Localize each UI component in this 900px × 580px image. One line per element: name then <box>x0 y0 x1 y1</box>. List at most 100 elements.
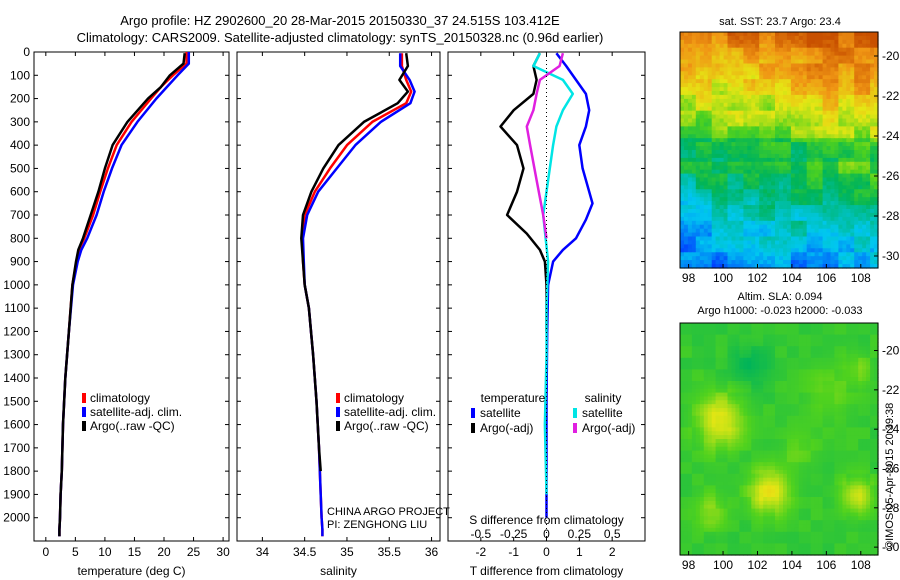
sst-map-cell <box>838 169 843 175</box>
sst-map-cell <box>870 197 875 202</box>
sst-map-cell <box>751 197 756 202</box>
sst-map-cell <box>703 110 709 116</box>
sla-map-cell <box>862 431 867 436</box>
sst-map-cell <box>814 39 820 45</box>
sla-map-cell <box>830 400 836 405</box>
sst-map-cell <box>747 51 752 57</box>
sla-map-cell <box>822 450 828 456</box>
sst-map-cell <box>822 130 828 135</box>
sst-map-cell <box>755 201 760 206</box>
sst-map-cell <box>731 157 737 163</box>
sst-map-cell <box>858 110 863 116</box>
sst-map-cell <box>786 79 792 84</box>
sst-map-cell <box>684 114 689 120</box>
sst-map-cell <box>715 193 721 198</box>
sst-map-cell <box>802 161 808 167</box>
sst-map-cell <box>850 216 855 222</box>
sla-map-cell <box>711 408 717 413</box>
sst-map-cell <box>763 205 768 210</box>
sst-map-cell <box>783 169 788 175</box>
sla-map-cell <box>691 435 697 440</box>
sla-map-cell <box>731 439 737 444</box>
sla-map-cell <box>866 400 871 405</box>
sla-map-cell <box>763 338 768 343</box>
sla-map-cell <box>822 334 828 340</box>
sst-map-cell <box>739 102 744 108</box>
sst-map-cell <box>854 63 859 68</box>
sst-map-cell <box>767 146 772 151</box>
sst-map-cell <box>707 47 713 53</box>
sst-map-cell <box>798 236 804 241</box>
sla-map-cell <box>810 381 816 386</box>
sla-map-cell <box>858 411 863 417</box>
sst-map-cell <box>806 216 812 222</box>
sla-map-cell <box>684 323 689 328</box>
sla-map-cell <box>830 442 836 448</box>
sst-map-cell <box>783 161 788 167</box>
sst-map-cell <box>695 43 701 49</box>
sst-map-cell <box>715 114 721 120</box>
sst-map-cell <box>786 181 792 186</box>
sst-map-cell <box>786 39 792 45</box>
sst-map-cell <box>707 232 713 238</box>
sst-map-cell <box>802 118 808 123</box>
sst-map-cell <box>775 157 780 163</box>
sst-map-cell <box>850 150 855 155</box>
sst-map-cell <box>727 189 733 194</box>
sst-map-cell <box>846 236 851 241</box>
sla-map-cell <box>830 435 836 440</box>
sla-map-cell <box>687 408 693 413</box>
sst-map-cell <box>735 224 740 230</box>
sst-map-cell <box>751 87 756 92</box>
sst-map-cell <box>771 32 776 37</box>
sst-map-cell <box>755 106 760 112</box>
sst-map-cell <box>731 244 737 249</box>
sst-map-cell <box>751 240 756 245</box>
sla-map-cell <box>854 442 859 448</box>
sst-map-cell <box>763 98 768 104</box>
sla-map-cell <box>719 446 725 452</box>
sst-map-cell <box>691 150 697 155</box>
sla-map-cell <box>798 384 804 390</box>
sst-map-cell <box>763 232 768 238</box>
sla-map-cell <box>850 384 855 390</box>
sla-map-cell <box>783 419 788 425</box>
sst-map-cell <box>695 32 701 37</box>
sst-map-cell <box>810 91 816 96</box>
sla-map-cell <box>834 388 839 394</box>
sla-map-cell <box>763 431 768 436</box>
sst-map-cell <box>743 71 748 76</box>
sla-map-cell <box>838 342 843 347</box>
sst-map-cell <box>854 157 859 163</box>
sla-map-cell <box>874 384 879 390</box>
sst-map-cell <box>707 181 713 186</box>
sla-map-cell <box>723 369 729 374</box>
sst-map-cell <box>680 169 685 175</box>
sst-map-cell <box>798 75 804 80</box>
sst-map-cell <box>743 118 748 123</box>
sst-map-cell <box>684 173 689 179</box>
depth-tick-label: 1800 <box>3 464 30 478</box>
sst-map-cell <box>842 67 847 72</box>
sla-map-cell <box>818 342 824 347</box>
sst-map-cell <box>767 205 772 210</box>
sla-map-cell <box>684 431 689 436</box>
sst-map-cell <box>874 59 879 64</box>
sst-map-cell <box>751 79 756 84</box>
sla-map-cell <box>723 415 729 421</box>
sst-map-cell <box>747 134 752 139</box>
sst-map-cell <box>783 252 788 257</box>
sst-map-cell <box>775 118 780 123</box>
sla-map-cell <box>739 450 744 456</box>
sst-map-cell <box>703 102 709 108</box>
sla-map-cell <box>684 377 689 382</box>
sst-map-cell <box>719 39 725 45</box>
sla-map-cell <box>810 408 816 413</box>
sla-map-cell <box>711 411 717 417</box>
sst-map-cell <box>854 35 859 41</box>
sst-map-cell <box>870 165 875 171</box>
sst-map-cell <box>790 197 796 202</box>
sst-map-cell <box>854 130 859 135</box>
sst-map-cell <box>790 71 796 76</box>
sst-map-cell <box>723 126 729 131</box>
